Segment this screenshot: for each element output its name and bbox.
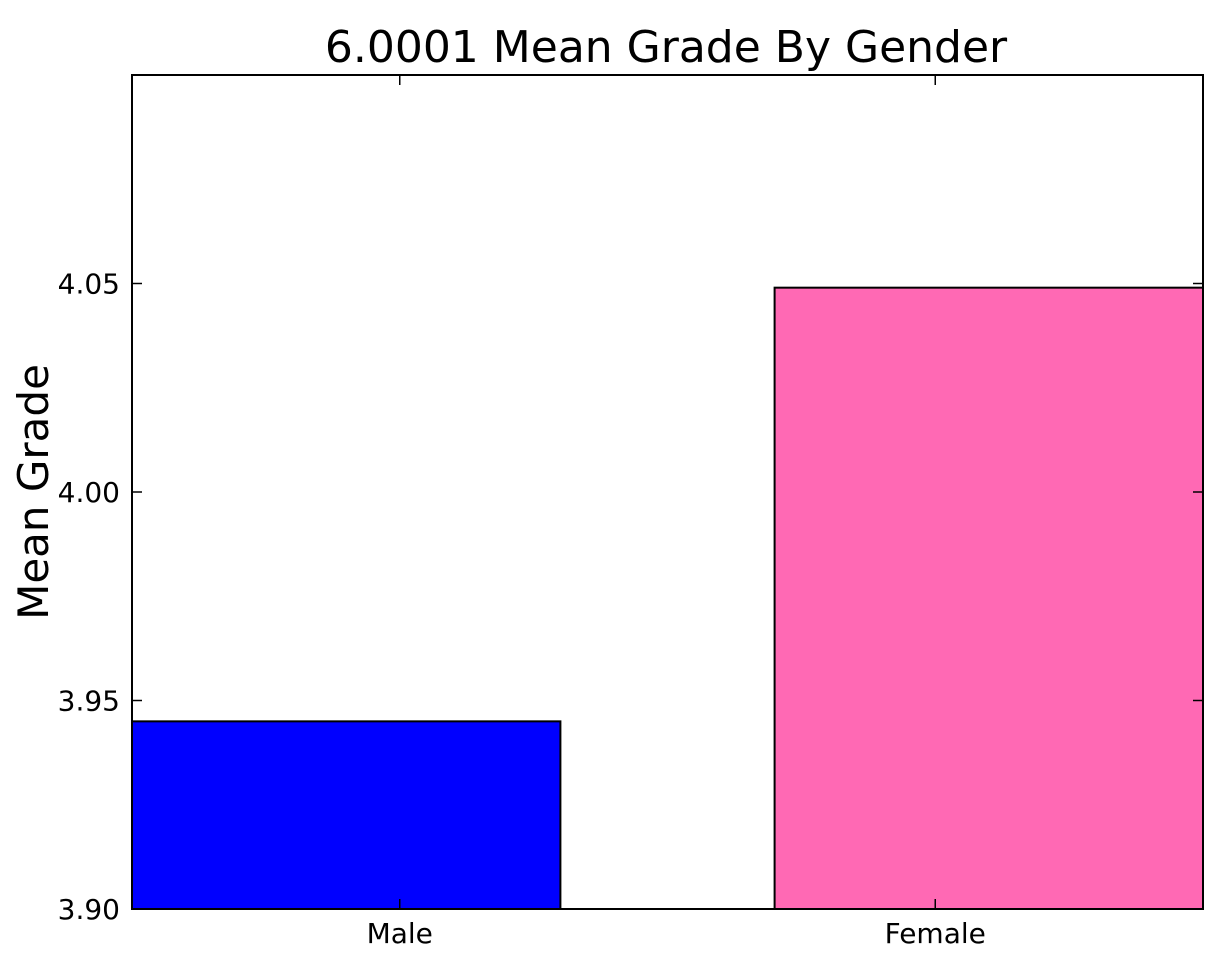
y-tick-label-4-05: 4.05 [58, 268, 120, 301]
y-tick-label-3-95: 3.95 [58, 685, 120, 718]
chart-title: 6.0001 Mean Grade By Gender [325, 22, 1008, 73]
y-tick-label-4-00: 4.00 [58, 476, 120, 509]
plot-frame [131, 74, 1204, 910]
ticks-layer: Male Female 3.90 3.95 4.00 4.05 [58, 75, 1203, 950]
bars-layer [131, 286, 1204, 911]
x-tick-label-female: Female [885, 917, 986, 950]
bar-male [131, 720, 562, 910]
bar-female [773, 286, 1204, 911]
y-tick-label-3-90: 3.90 [58, 893, 120, 926]
x-tick-label-male: Male [367, 917, 433, 950]
y-axis-label: Mean Grade [9, 364, 58, 620]
